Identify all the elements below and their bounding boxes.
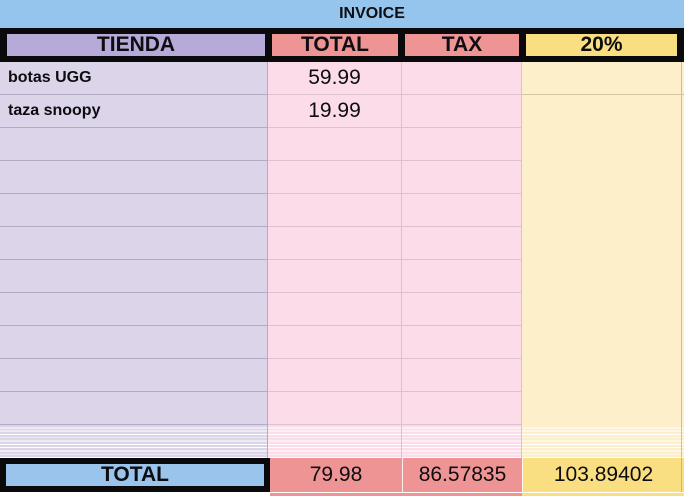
condensed-rows-band	[0, 425, 684, 458]
totals-tax-cell[interactable]: 86.57835	[402, 458, 522, 492]
table-row	[0, 260, 684, 293]
cell-tienda[interactable]: taza snoopy	[0, 95, 268, 128]
cell-pct[interactable]	[522, 161, 684, 194]
cell-pct[interactable]	[522, 62, 684, 95]
totals-label-cell[interactable]: TOTAL	[0, 458, 270, 492]
cell-pct[interactable]	[522, 194, 684, 227]
table-row	[0, 392, 684, 425]
cell-pct[interactable]	[522, 260, 684, 293]
totals-20pct-cell[interactable]: 103.89402	[522, 458, 684, 492]
cell-total[interactable]	[268, 392, 402, 425]
header-tienda[interactable]: TIENDA	[7, 33, 265, 56]
cell-tienda[interactable]	[0, 359, 268, 392]
cell-tax[interactable]	[402, 161, 522, 194]
cell-total[interactable]	[268, 359, 402, 392]
cell-tienda[interactable]	[0, 194, 268, 227]
table-row	[0, 128, 684, 161]
cell-tienda[interactable]: botas UGG	[0, 62, 268, 95]
cell-total[interactable]	[268, 194, 402, 227]
cell-pct[interactable]	[522, 326, 684, 359]
table-row	[0, 326, 684, 359]
cutoff-sliver-salmon	[270, 492, 522, 496]
cutoff-sliver-gold	[522, 492, 684, 496]
cell-tax[interactable]	[402, 227, 522, 260]
cell-tienda[interactable]	[0, 392, 268, 425]
cell-total[interactable]	[268, 161, 402, 194]
condensed-col-tienda[interactable]	[0, 425, 268, 458]
cell-tienda[interactable]	[0, 227, 268, 260]
cell-pct[interactable]	[522, 95, 684, 128]
cell-tienda[interactable]	[0, 326, 268, 359]
cell-tax[interactable]	[402, 62, 522, 95]
table-row: taza snoopy 19.99	[0, 95, 684, 128]
cell-total[interactable]	[268, 293, 402, 326]
cell-tax[interactable]	[402, 128, 522, 161]
totals-row: TOTAL 79.98 86.57835 103.89402	[0, 458, 684, 492]
cell-tienda[interactable]	[0, 293, 268, 326]
cell-tienda[interactable]	[0, 161, 268, 194]
cell-tax[interactable]	[402, 293, 522, 326]
table-row	[0, 359, 684, 392]
header-20pct[interactable]: 20%	[526, 33, 677, 56]
table-row	[0, 161, 684, 194]
cell-tienda[interactable]	[0, 260, 268, 293]
invoice-title-cell[interactable]: INVOICE	[0, 0, 684, 28]
condensed-col-total[interactable]	[268, 425, 402, 458]
condensed-col-20pct[interactable]	[522, 425, 684, 458]
cell-total[interactable]	[268, 227, 402, 260]
header-row: TIENDA TOTAL TAX 20%	[0, 28, 684, 62]
cell-pct[interactable]	[522, 359, 684, 392]
cell-tienda[interactable]	[0, 128, 268, 161]
cutoff-row-sliver	[0, 492, 684, 496]
totals-total-cell[interactable]: 79.98	[270, 458, 402, 492]
cell-tax[interactable]	[402, 359, 522, 392]
cell-tax[interactable]	[402, 194, 522, 227]
table-row	[0, 194, 684, 227]
cell-pct[interactable]	[522, 227, 684, 260]
cell-total[interactable]	[268, 326, 402, 359]
cell-total[interactable]	[268, 128, 402, 161]
cell-tax[interactable]	[402, 392, 522, 425]
cell-total[interactable]: 19.99	[268, 95, 402, 128]
cell-pct[interactable]	[522, 392, 684, 425]
table-row	[0, 293, 684, 326]
cell-tax[interactable]	[402, 95, 522, 128]
table-row	[0, 227, 684, 260]
header-total[interactable]: TOTAL	[272, 33, 398, 56]
table-body: botas UGG 59.99 taza snoopy 19.99	[0, 62, 684, 425]
invoice-title: INVOICE	[339, 5, 405, 22]
cell-total[interactable]: 59.99	[268, 62, 402, 95]
cutoff-sliver-white	[0, 492, 270, 496]
cell-tax[interactable]	[402, 260, 522, 293]
cell-pct[interactable]	[522, 128, 684, 161]
cell-tax[interactable]	[402, 326, 522, 359]
cell-total[interactable]	[268, 260, 402, 293]
header-tax[interactable]: TAX	[405, 33, 519, 56]
table-row: botas UGG 59.99	[0, 62, 684, 95]
condensed-col-tax[interactable]	[402, 425, 522, 458]
cell-pct[interactable]	[522, 293, 684, 326]
